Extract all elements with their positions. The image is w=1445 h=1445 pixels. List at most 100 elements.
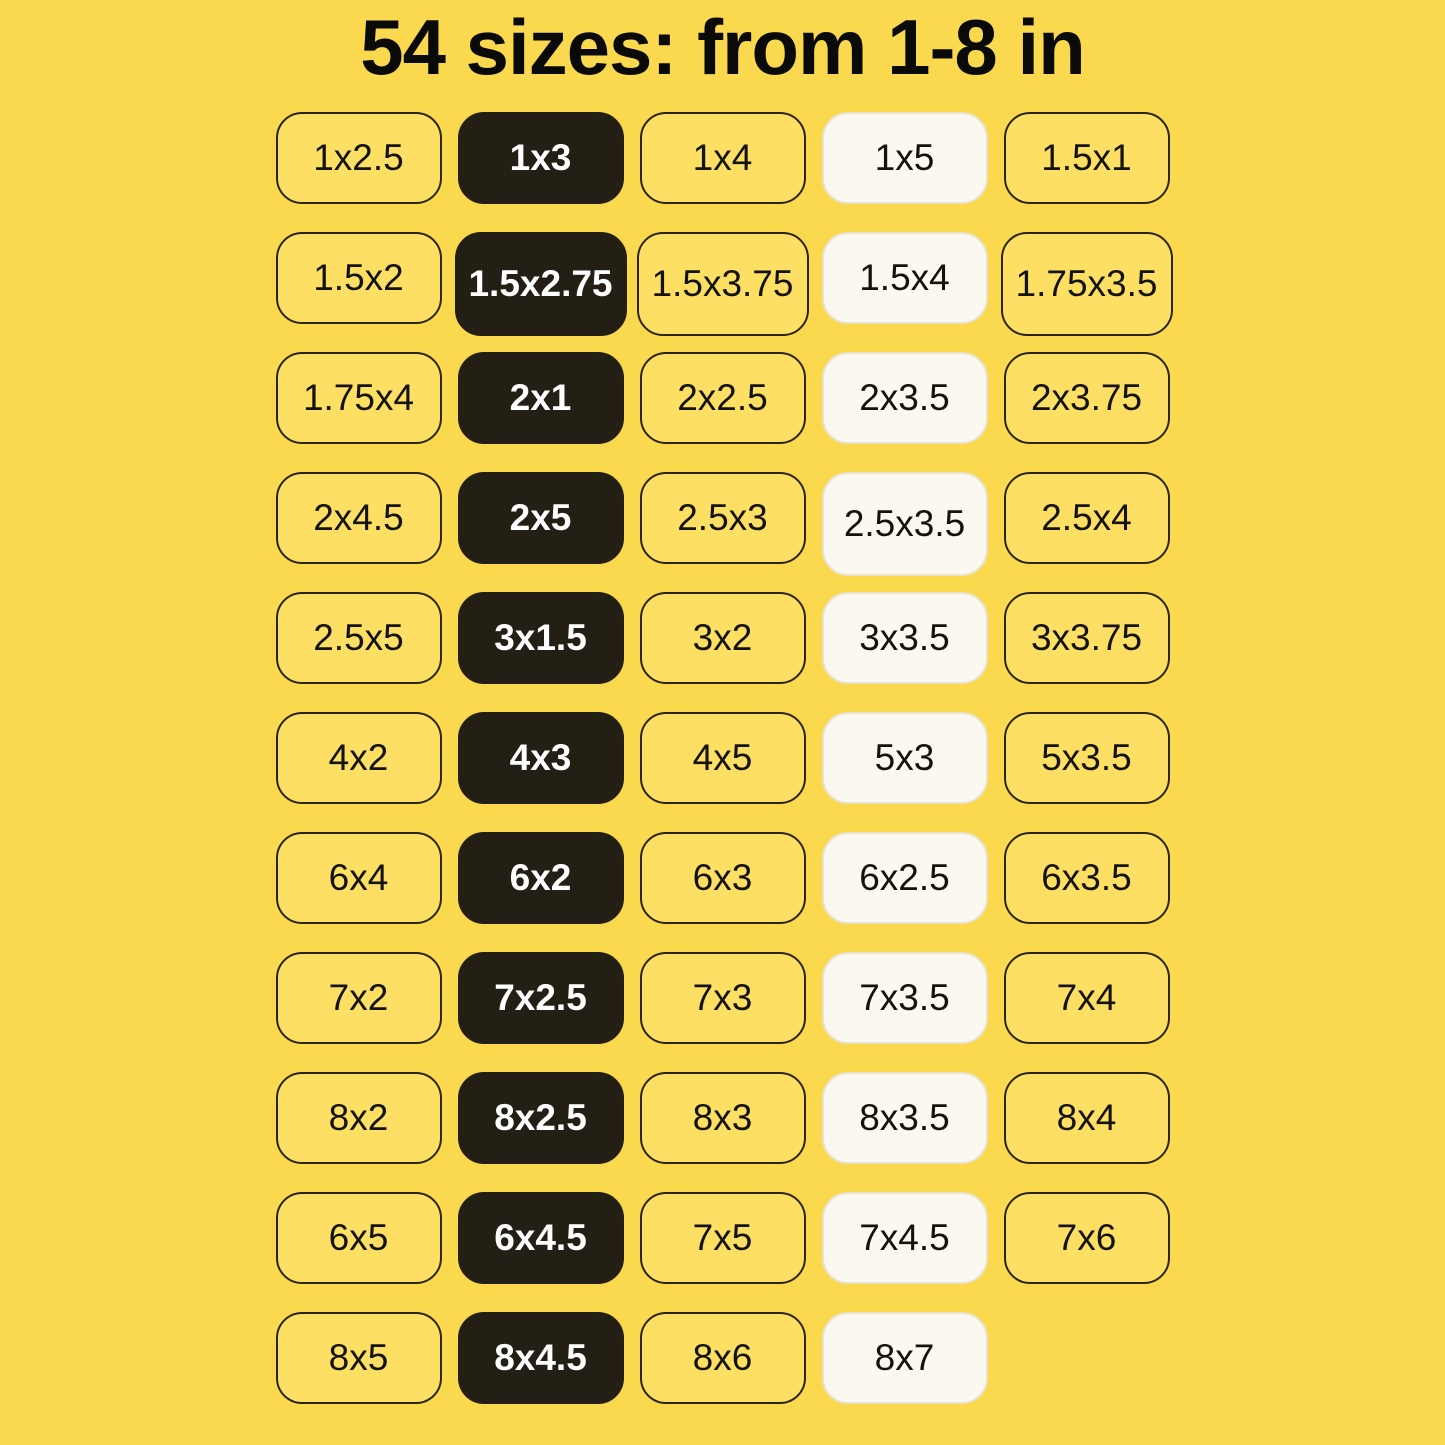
size-chip-label: 1x2.5 [313,137,404,179]
size-chip-row: 1.75x4 2x1 2x2.5 2x3.5 2x3.75 [268,352,1178,472]
size-chip-1-75x3-5[interactable]: 1.75x3.5 [1000,232,1173,336]
size-chip-1-5x2-75[interactable]: 1.5x2.75 [454,232,627,336]
size-chip-8x5[interactable]: 8x5 [275,1312,442,1404]
size-chip-4x3[interactable]: 4x3 [457,712,624,804]
size-chip-8x4-5[interactable]: 8x4.5 [457,1312,624,1404]
size-chip-cell: 5x3.5 [996,712,1178,832]
size-chip-label: 2x4.5 [313,497,404,539]
size-chip-label: 8x3 [692,1097,753,1139]
size-chip-7x6[interactable]: 7x6 [1003,1192,1170,1284]
size-chip-2x4-5[interactable]: 2x4.5 [275,472,442,564]
size-chip-4x2[interactable]: 4x2 [275,712,442,804]
size-chip-1x3[interactable]: 1x3 [457,112,624,204]
size-chip-8x3[interactable]: 8x3 [639,1072,806,1164]
size-chip-cell: 1.5x3.75 [632,232,814,352]
size-chip-cell: 2.5x5 [268,592,450,712]
size-chip-label: 8x7 [874,1337,935,1379]
size-chip-2x5[interactable]: 2x5 [457,472,624,564]
size-chip-2x2-5[interactable]: 2x2.5 [639,352,806,444]
size-chip-6x3[interactable]: 6x3 [639,832,806,924]
size-chip-label: 2x2.5 [677,377,768,419]
size-chip-1-5x2[interactable]: 1.5x2 [275,232,442,324]
size-chip-2x1[interactable]: 2x1 [457,352,624,444]
size-chip-label: 7x6 [1056,1217,1117,1259]
size-chip-label: 6x5 [328,1217,389,1259]
size-chip-label: 8x3.5 [859,1097,950,1139]
size-chip-6x3-5[interactable]: 6x3.5 [1003,832,1170,924]
size-chip-cell: 1x2.5 [268,112,450,232]
size-chip-label: 6x2 [509,857,572,899]
size-chip-label: 1x3 [509,137,572,179]
size-chip-3x1-5[interactable]: 3x1.5 [457,592,624,684]
size-chip-8x3-5[interactable]: 8x3.5 [821,1072,988,1164]
size-chip-7x2-5[interactable]: 7x2.5 [457,952,624,1044]
size-chip-cell: 3x2 [632,592,814,712]
size-chip-2-5x3-5[interactable]: 2.5x3.5 [821,472,988,576]
size-chip-6x4-5[interactable]: 6x4.5 [457,1192,624,1284]
size-chip-4x5[interactable]: 4x5 [639,712,806,804]
size-chip-7x4[interactable]: 7x4 [1003,952,1170,1044]
size-chip-label: 5x3 [874,737,935,779]
size-chip-6x2[interactable]: 6x2 [457,832,624,924]
size-chip-1-5x3-75[interactable]: 1.5x3.75 [636,232,809,336]
size-chip-7x3-5[interactable]: 7x3.5 [821,952,988,1044]
size-chip-cell: 7x6 [996,1192,1178,1312]
size-chip-7x3[interactable]: 7x3 [639,952,806,1044]
size-chip-8x2[interactable]: 8x2 [275,1072,442,1164]
size-chip-label: 7x3 [692,977,753,1019]
size-chip-7x4-5[interactable]: 7x4.5 [821,1192,988,1284]
size-chip-cell: 6x4.5 [450,1192,632,1312]
size-chip-cell: 2x5 [450,472,632,592]
size-chip-row: 2x4.5 2x5 2.5x3 2.5x3.5 2.5x4 [268,472,1178,592]
size-chip-label: 7x3.5 [859,977,950,1019]
size-chip-3x3-75[interactable]: 3x3.75 [1003,592,1170,684]
size-chip-6x4[interactable]: 6x4 [275,832,442,924]
size-chip-3x2[interactable]: 3x2 [639,592,806,684]
size-chip-cell: 7x2 [268,952,450,1072]
size-chip-1-5x1[interactable]: 1.5x1 [1003,112,1170,204]
size-chip-8x2-5[interactable]: 8x2.5 [457,1072,624,1164]
size-chip-label: 8x2 [328,1097,389,1139]
size-chip-row: 1.5x2 1.5x2.75 1.5x3.75 1.5x4 1.75x3.5 [268,232,1178,352]
size-chip-1-5x4[interactable]: 1.5x4 [821,232,988,324]
size-chip-8x6[interactable]: 8x6 [639,1312,806,1404]
size-chip-2-5x3[interactable]: 2.5x3 [639,472,806,564]
size-chip-8x4[interactable]: 8x4 [1003,1072,1170,1164]
size-chip-2-5x5[interactable]: 2.5x5 [275,592,442,684]
size-chip-label: 1x5 [874,137,935,179]
size-chip-5x3[interactable]: 5x3 [821,712,988,804]
size-chip-label: 3x3.75 [1030,617,1143,659]
size-chip-1x4[interactable]: 1x4 [639,112,806,204]
size-chip-6x5[interactable]: 6x5 [275,1192,442,1284]
size-chip-label: 1.5x1 [1041,137,1132,179]
size-chip-1x2-5[interactable]: 1x2.5 [275,112,442,204]
size-chip-cell: 2x3.5 [814,352,996,472]
size-chip-cell: 7x4.5 [814,1192,996,1312]
size-chip-2-5x4[interactable]: 2.5x4 [1003,472,1170,564]
size-chip-3x3-5[interactable]: 3x3.5 [821,592,988,684]
size-chip-row: 6x5 6x4.5 7x5 7x4.5 7x6 [268,1192,1178,1312]
size-chip-8x7[interactable]: 8x7 [821,1312,988,1404]
size-chip-1x5[interactable]: 1x5 [821,112,988,204]
size-chip-5x3-5[interactable]: 5x3.5 [1003,712,1170,804]
size-chip-6x2-5[interactable]: 6x2.5 [821,832,988,924]
size-chip-row: 2.5x5 3x1.5 3x2 3x3.5 3x3.75 [268,592,1178,712]
size-chip-cell: 8x3 [632,1072,814,1192]
size-chip-row: 8x2 8x2.5 8x3 8x3.5 8x4 [268,1072,1178,1192]
size-chip-1-75x4[interactable]: 1.75x4 [275,352,442,444]
size-chip-grid: 1x2.5 1x3 1x4 1x5 1.5x1 1.5x2 1.5x2.75 1.5x3.75… [268,112,1178,1432]
size-chip-label: 8x6 [692,1337,753,1379]
size-chip-7x5[interactable]: 7x5 [639,1192,806,1284]
size-chip-label: 8x4.5 [494,1337,587,1379]
size-chip-2x3-75[interactable]: 2x3.75 [1003,352,1170,444]
size-chip-cell: 2x4.5 [268,472,450,592]
size-chip-label: 2x1 [509,377,572,419]
size-chip-cell: 3x1.5 [450,592,632,712]
size-chip-label: 2.5x5 [313,617,404,659]
size-chip-cell: 8x2 [268,1072,450,1192]
size-chip-7x2[interactable]: 7x2 [275,952,442,1044]
size-chip-2x3-5[interactable]: 2x3.5 [821,352,988,444]
size-chip-label: 7x2.5 [494,977,587,1019]
size-chip-label: 2.5x3.5 [843,503,966,545]
